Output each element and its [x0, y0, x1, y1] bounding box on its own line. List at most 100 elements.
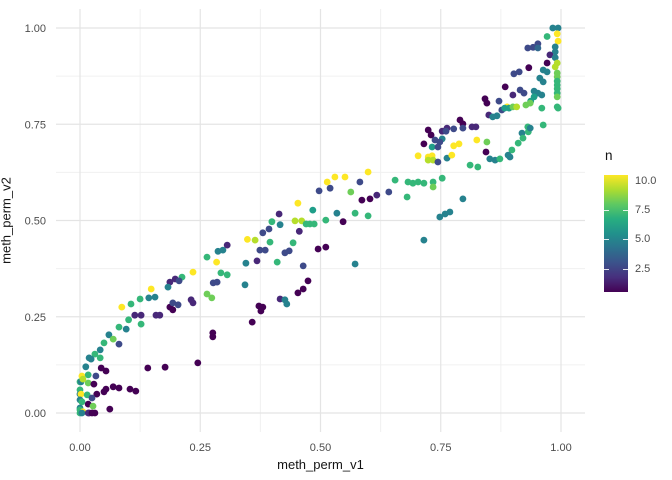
data-point — [429, 178, 437, 186]
data-point — [482, 148, 490, 156]
data-point — [241, 281, 249, 289]
data-point — [88, 394, 96, 402]
data-point — [268, 218, 276, 226]
data-point — [100, 339, 108, 347]
y-tick-label: 0.00 — [25, 408, 46, 420]
data-point — [442, 127, 450, 135]
data-point — [137, 311, 145, 319]
data-point — [169, 306, 177, 314]
data-point — [495, 97, 503, 105]
legend-gradient-bar — [604, 175, 628, 292]
data-point — [524, 44, 532, 52]
data-point — [276, 221, 284, 229]
data-point — [242, 259, 250, 267]
data-point — [543, 59, 551, 67]
data-point — [109, 335, 117, 343]
x-tick-label: 0.50 — [310, 442, 331, 454]
y-tick-label: 0.75 — [25, 119, 46, 131]
data-point — [144, 364, 152, 372]
data-point — [251, 236, 259, 244]
data-point — [364, 212, 372, 220]
data-point — [217, 269, 225, 277]
data-point — [78, 398, 86, 406]
data-point — [551, 63, 559, 71]
data-point — [520, 89, 528, 97]
data-point — [273, 258, 281, 266]
data-point — [309, 206, 317, 214]
x-tick-label: 0.00 — [69, 442, 90, 454]
data-point — [175, 277, 183, 285]
data-point — [455, 140, 463, 148]
data-point — [543, 33, 551, 40]
data-point — [84, 371, 92, 379]
data-point — [132, 387, 140, 395]
data-point — [420, 179, 428, 187]
data-point — [414, 152, 422, 160]
data-point — [289, 239, 297, 247]
data-point — [429, 183, 437, 191]
data-point — [257, 307, 265, 315]
data-point — [322, 216, 330, 224]
data-point — [126, 385, 134, 393]
data-point — [551, 54, 559, 61]
data-point — [459, 124, 467, 132]
data-point — [102, 367, 110, 375]
data-point — [424, 156, 432, 164]
x-axis-title: meth_perm_v1 — [277, 457, 364, 472]
data-point — [473, 136, 481, 144]
data-point — [89, 402, 97, 410]
data-point — [253, 257, 261, 265]
legend-title: n — [605, 148, 613, 163]
data-point — [483, 138, 491, 146]
x-tick-label: 1.00 — [550, 442, 571, 454]
data-point — [428, 143, 436, 151]
data-point — [131, 311, 139, 319]
data-point — [283, 300, 291, 308]
data-point — [553, 30, 561, 38]
data-point — [248, 318, 256, 326]
data-point — [79, 375, 87, 383]
data-point — [115, 384, 123, 392]
data-point — [466, 161, 474, 169]
data-point — [256, 246, 264, 254]
data-point — [299, 262, 307, 270]
data-point — [291, 217, 299, 225]
data-point — [474, 163, 482, 171]
y-tick-label: 1.00 — [25, 23, 46, 35]
data-point — [513, 103, 521, 111]
data-point — [322, 243, 330, 251]
data-point — [78, 409, 86, 417]
data-point — [333, 209, 341, 217]
data-point — [219, 246, 227, 254]
data-point — [446, 208, 454, 216]
data-point — [244, 236, 251, 243]
data-point — [164, 283, 172, 291]
data-point — [549, 24, 557, 32]
data-point — [341, 173, 349, 181]
legend-tick — [604, 239, 609, 241]
data-point — [203, 253, 211, 261]
data-point — [554, 104, 562, 112]
data-point — [310, 220, 318, 228]
data-point — [209, 329, 217, 337]
x-tick-label: 0.75 — [430, 442, 451, 454]
legend-tick — [623, 210, 628, 212]
data-point — [551, 43, 559, 51]
data-point — [391, 176, 399, 184]
data-point — [356, 178, 364, 186]
data-point — [551, 48, 559, 56]
legend-tick — [604, 210, 609, 212]
data-point — [510, 70, 518, 78]
data-point — [414, 178, 422, 186]
data-point — [223, 241, 231, 249]
data-point — [88, 409, 96, 417]
data-point — [546, 51, 554, 59]
legend-tick — [623, 239, 628, 241]
data-point — [265, 225, 273, 233]
data-point — [364, 168, 372, 176]
data-point — [553, 93, 561, 101]
data-point — [137, 320, 145, 328]
x-tick-label: 0.25 — [190, 442, 211, 454]
